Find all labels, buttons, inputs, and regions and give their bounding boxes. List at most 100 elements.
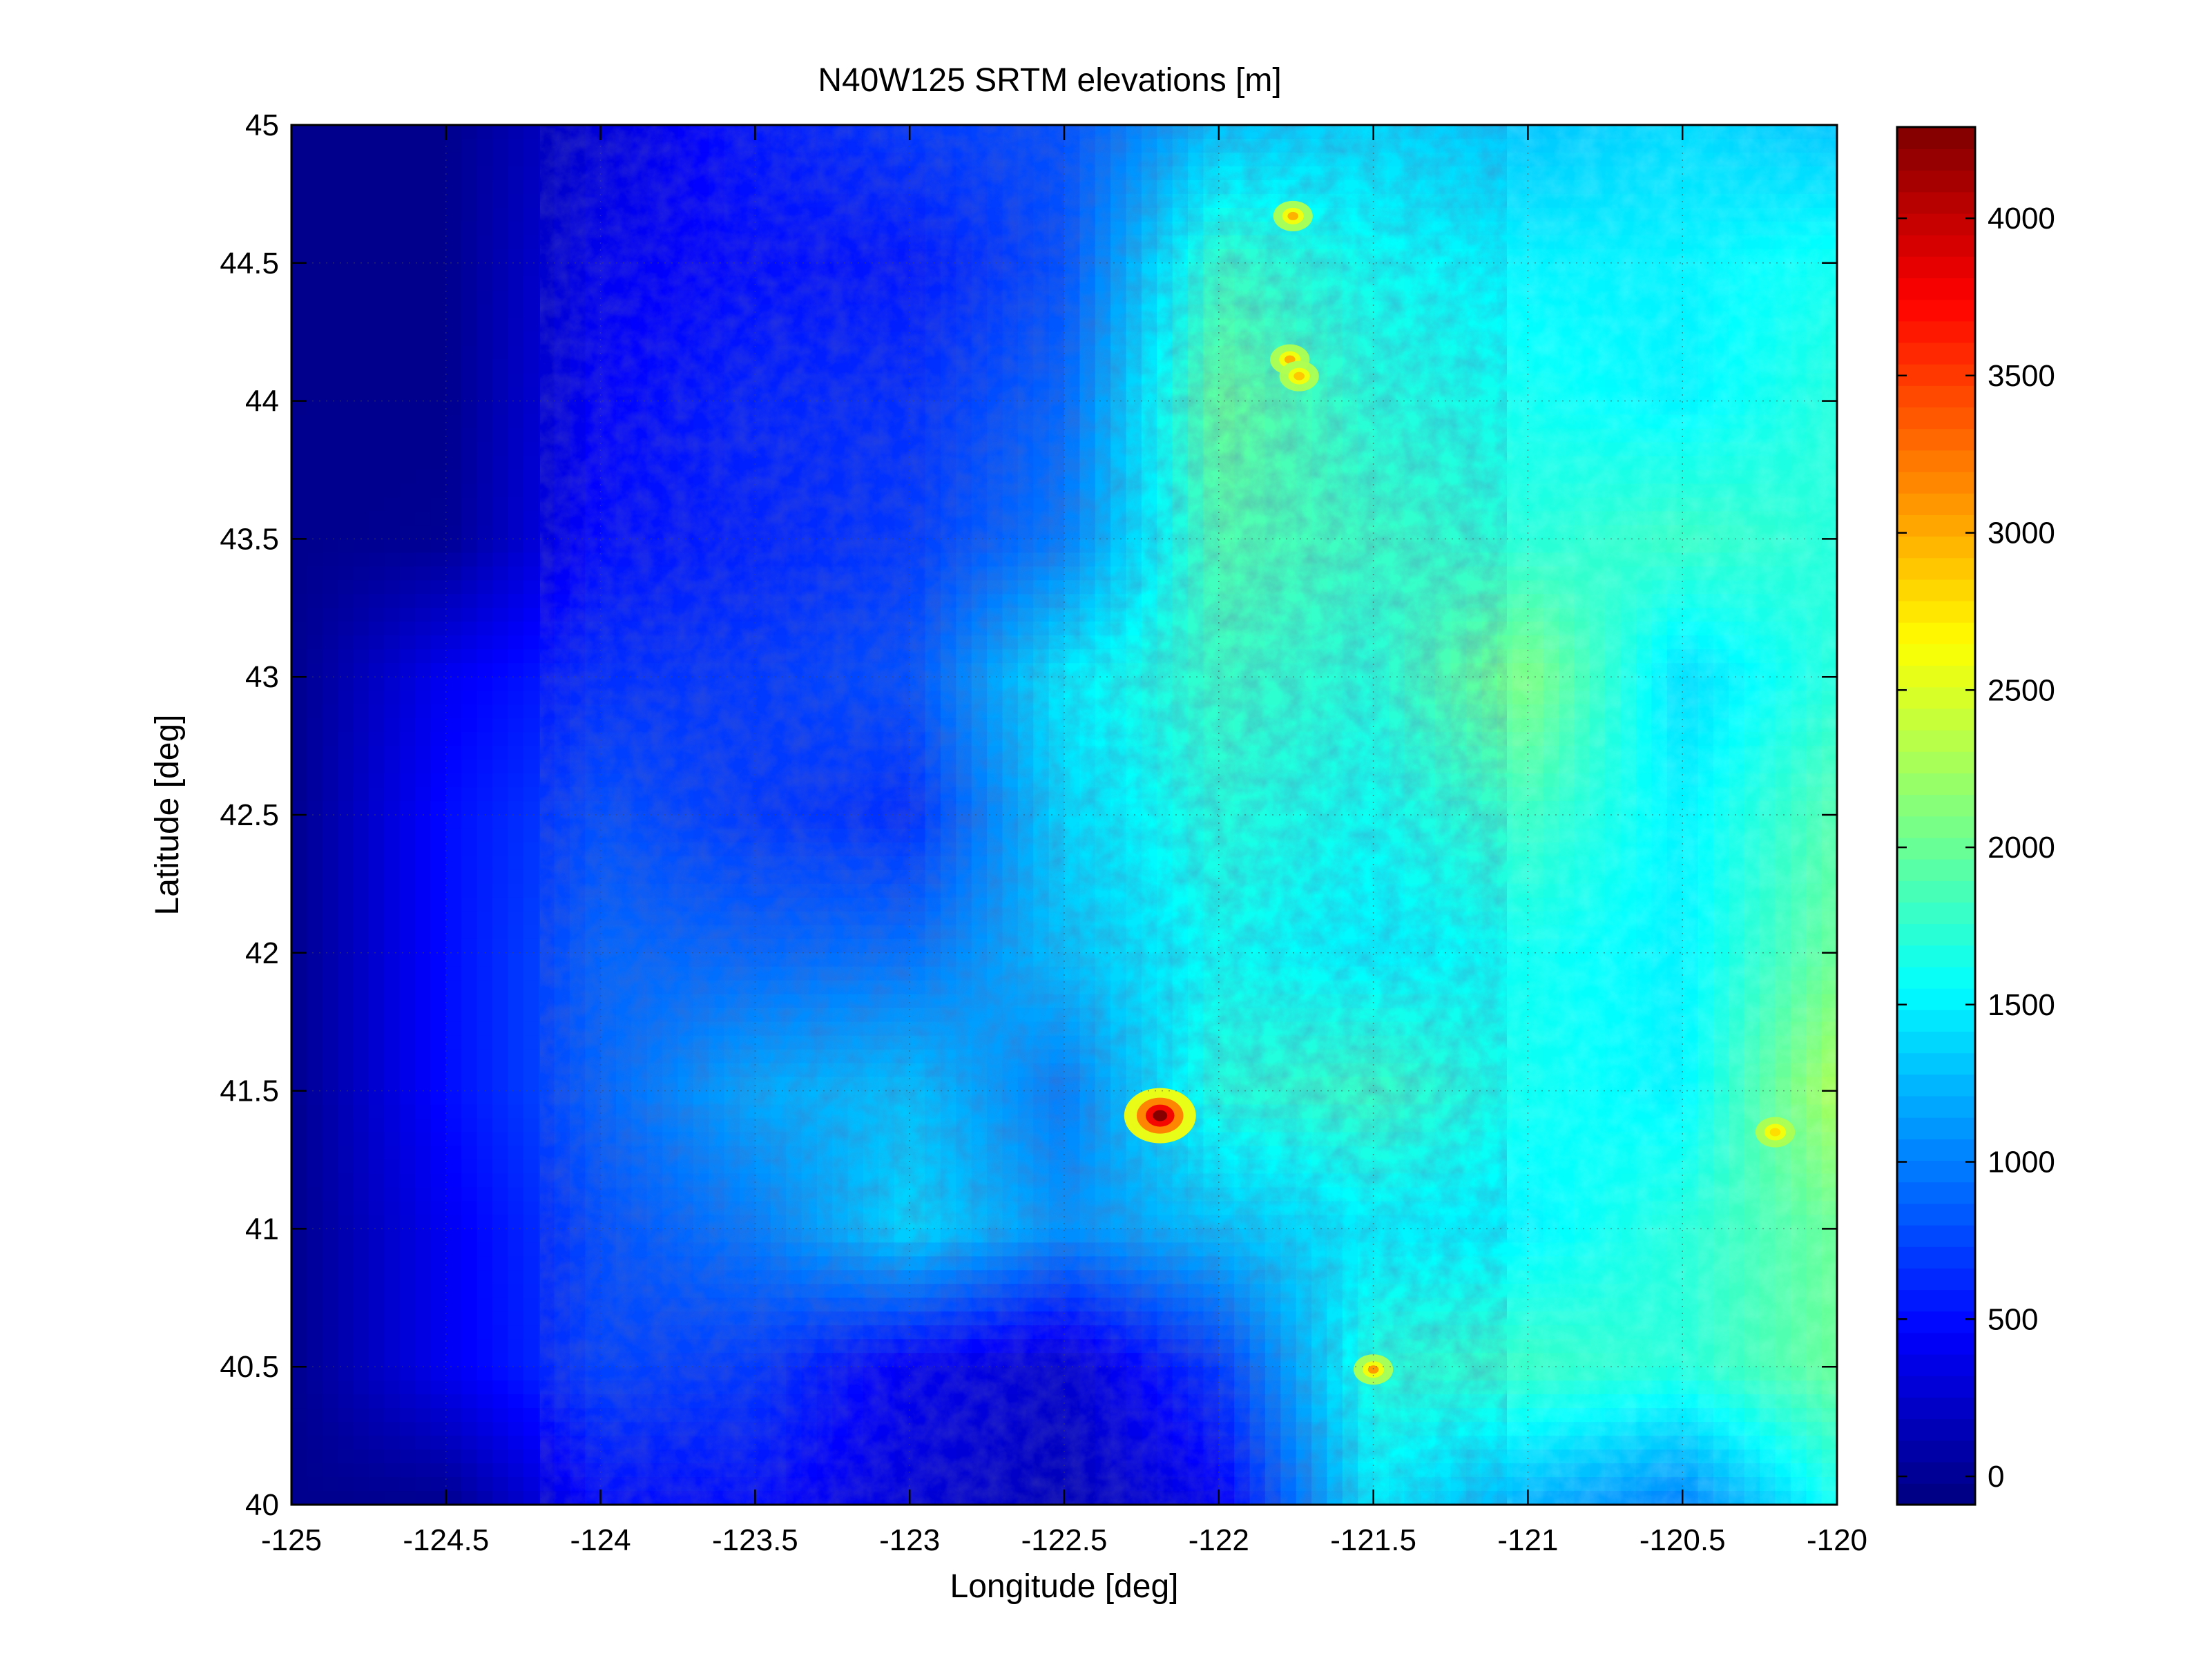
colorbar-band xyxy=(1897,1074,1975,1097)
peak-contour xyxy=(1293,372,1305,380)
colorbar-band xyxy=(1897,342,1975,365)
colorbar-band xyxy=(1897,492,1975,515)
colorbar-band xyxy=(1897,751,1975,773)
colorbar-tick-label: 3000 xyxy=(1988,517,2055,550)
colorbar-band xyxy=(1897,1031,1975,1054)
peak-mark xyxy=(1279,360,1319,392)
colorbar-band xyxy=(1897,1375,1975,1398)
colorbar-band xyxy=(1897,170,1975,193)
y-axis-ticks: 40 40.5 41 41.5 42 42.5 43 43.5 44 44.5 45 xyxy=(220,108,1837,1522)
colorbar-band xyxy=(1897,1182,1975,1204)
colorbar-band xyxy=(1897,729,1975,752)
colorbar-band xyxy=(1897,579,1975,601)
peak-contour xyxy=(1769,1128,1781,1137)
colorbar-band xyxy=(1897,536,1975,559)
colorbar-band xyxy=(1897,278,1975,300)
y-tick-label: 45 xyxy=(245,108,279,142)
heatmap-image xyxy=(291,125,1837,1505)
peak-mark xyxy=(1124,1088,1196,1144)
colorbar-band xyxy=(1897,1224,1975,1247)
colorbar-band xyxy=(1897,1397,1975,1420)
colorbar-band xyxy=(1897,665,1975,688)
peak-mark xyxy=(1354,1354,1394,1385)
peak-contour xyxy=(1367,1365,1379,1374)
x-tick-label: -122.5 xyxy=(1021,1523,1108,1557)
y-tick-label: 40.5 xyxy=(220,1350,279,1384)
colorbar-band xyxy=(1897,1117,1975,1139)
colorbar-band xyxy=(1897,191,1975,214)
chart-title: N40W125 SRTM elevations [m] xyxy=(818,62,1281,99)
colorbar-band xyxy=(1897,686,1975,709)
colorbar-band xyxy=(1897,1289,1975,1312)
peak-contour xyxy=(1153,1110,1168,1121)
colorbar-band xyxy=(1897,945,1975,967)
colorbar-band xyxy=(1897,1203,1975,1226)
colorbar-band xyxy=(1897,708,1975,731)
colorbar-band xyxy=(1897,880,1975,903)
y-tick-label: 41 xyxy=(245,1212,279,1246)
colorbar-tick-label: 2000 xyxy=(1988,831,2055,865)
colorbar-band xyxy=(1897,1440,1975,1463)
y-tick-label: 44.5 xyxy=(220,247,279,280)
colorbar-band xyxy=(1897,1311,1975,1333)
y-tick-label: 44 xyxy=(245,385,279,418)
colorbar-tick-label: 3500 xyxy=(1988,359,2055,393)
colorbar-tick-label: 2500 xyxy=(1988,673,2055,707)
colorbar-band xyxy=(1897,385,1975,408)
y-axis-label: Latitude [deg] xyxy=(149,715,186,916)
colorbar-band xyxy=(1897,1332,1975,1355)
colorbar-band xyxy=(1897,148,1975,171)
colorbar-tick-label: 500 xyxy=(1988,1302,2038,1336)
colorbar-band xyxy=(1897,363,1975,386)
colorbar-band xyxy=(1897,450,1975,472)
x-tick-label: -120 xyxy=(1807,1523,1867,1557)
x-tick-label: -125 xyxy=(261,1523,322,1557)
colorbar-band xyxy=(1897,621,1975,644)
colorbar-band xyxy=(1897,773,1975,796)
colorbar-band xyxy=(1897,1353,1975,1376)
colorbar-band xyxy=(1897,407,1975,430)
peak-contour xyxy=(1287,211,1299,220)
colorbar-band xyxy=(1897,471,1975,494)
colorbar-band xyxy=(1897,1461,1975,1484)
colorbar-band xyxy=(1897,299,1975,322)
colorbar-band xyxy=(1897,1095,1975,1118)
colorbar-band xyxy=(1897,923,1975,946)
y-tick-label: 43 xyxy=(245,660,279,694)
colorbar-band xyxy=(1897,320,1975,343)
colorbar-band xyxy=(1897,837,1975,860)
colorbar-band xyxy=(1897,514,1975,537)
colorbar-band xyxy=(1897,1052,1975,1075)
colorbar-band xyxy=(1897,987,1975,1010)
colorbar-band xyxy=(1897,234,1975,257)
peak-mark xyxy=(1755,1117,1796,1148)
y-tick-label: 40 xyxy=(245,1488,279,1522)
colorbar-band xyxy=(1897,1160,1975,1183)
x-tick-label: -124 xyxy=(570,1523,631,1557)
colorbar-band xyxy=(1897,1246,1975,1269)
x-tick-label: -122 xyxy=(1189,1523,1249,1557)
colorbar-tick-label: 1000 xyxy=(1988,1146,2055,1179)
peak-mark xyxy=(1273,200,1313,231)
colorbar-band xyxy=(1897,127,1975,149)
colorbar-band xyxy=(1897,600,1975,623)
x-tick-label: -121.5 xyxy=(1330,1523,1416,1557)
colorbar-band xyxy=(1897,428,1975,451)
colorbar-band xyxy=(1897,902,1975,925)
peak-contour xyxy=(1284,355,1296,364)
x-tick-label: -124.5 xyxy=(403,1523,489,1557)
y-tick-label: 41.5 xyxy=(220,1074,279,1108)
colorbar-gradient xyxy=(1897,127,1975,1505)
colorbar-tick-label: 4000 xyxy=(1988,202,2055,235)
peak-markers xyxy=(1124,200,1796,1385)
colorbar-frame xyxy=(1896,126,1977,1506)
colorbar-band xyxy=(1897,794,1975,817)
colorbar-band xyxy=(1897,858,1975,881)
colorbar-band xyxy=(1897,256,1975,278)
x-axis-ticks: -125 -124.5 -124 -123.5 -123 -122.5 -122 -121.5… xyxy=(261,125,1867,1557)
colorbar-band xyxy=(1897,644,1975,666)
x-axis-label: Longitude [deg] xyxy=(950,1568,1179,1605)
x-tick-label: -123 xyxy=(879,1523,940,1557)
